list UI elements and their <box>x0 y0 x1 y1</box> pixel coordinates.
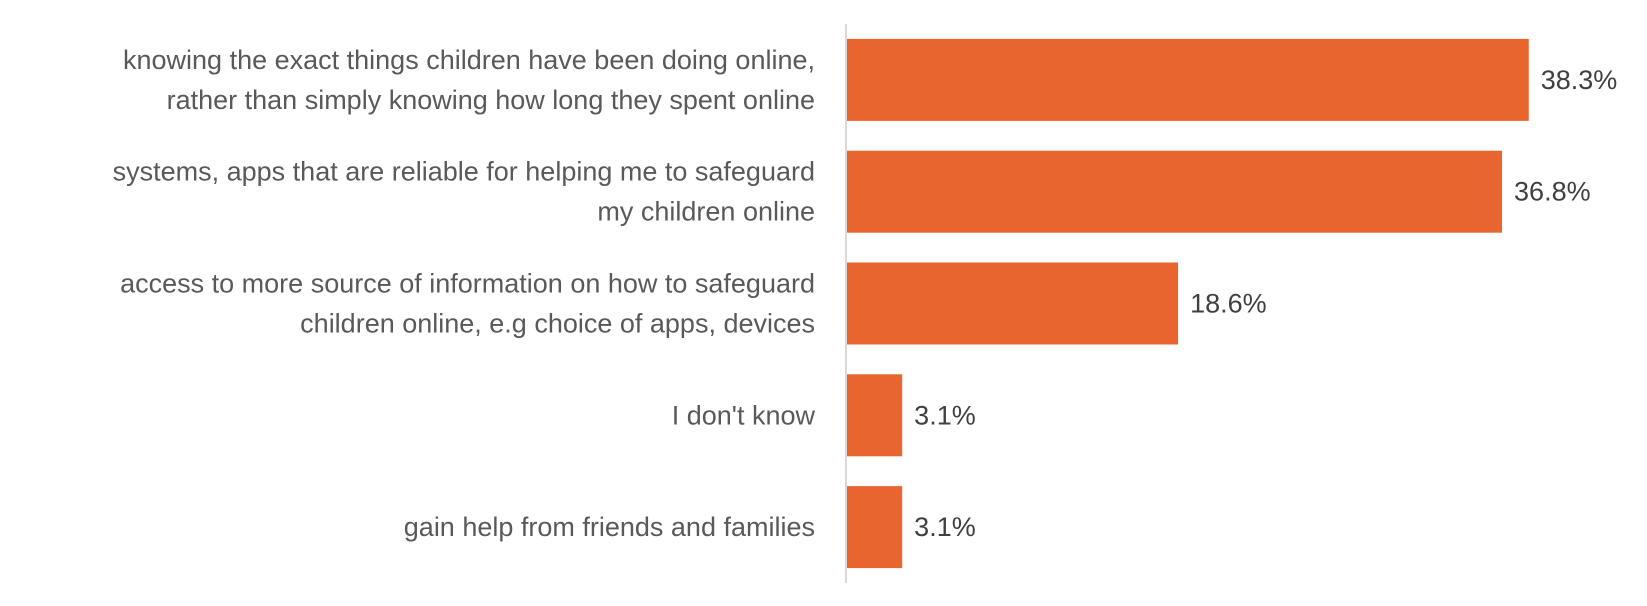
category-label-1: systems, apps that are reliable for help… <box>113 157 815 227</box>
bar-3 <box>847 374 903 457</box>
value-label-3: 3.1% <box>914 400 976 430</box>
bar-1 <box>847 150 1503 233</box>
value-labels-group: 38.3% 36.8% 18.6% 3.1% 3.1% <box>914 65 1617 542</box>
category-label-line: my children online <box>597 197 815 227</box>
bar-0 <box>847 38 1529 121</box>
value-label-0: 38.3% <box>1541 65 1618 95</box>
value-label-4: 3.1% <box>914 512 976 542</box>
value-label-2: 18.6% <box>1190 289 1267 319</box>
category-label-line: access to more source of information on … <box>120 269 815 299</box>
bars-group <box>847 38 1529 569</box>
category-label-3: I don't know <box>672 400 816 430</box>
category-label-4: gain help from friends and families <box>404 512 815 542</box>
category-label-2: access to more source of information on … <box>120 269 815 339</box>
value-label-1: 36.8% <box>1514 177 1591 207</box>
bar-4 <box>847 486 903 569</box>
category-label-line: knowing the exact things children have b… <box>123 45 815 75</box>
category-label-line: children online, e.g choice of apps, dev… <box>300 309 815 339</box>
category-label-0: knowing the exact things children have b… <box>123 45 815 115</box>
category-label-line: gain help from friends and families <box>404 512 815 542</box>
category-label-line: systems, apps that are reliable for help… <box>113 157 815 187</box>
category-label-line: rather than simply knowing how long they… <box>167 85 815 115</box>
category-labels-group: knowing the exact things children have b… <box>113 45 816 542</box>
category-label-line: I don't know <box>672 400 816 430</box>
bar-2 <box>847 262 1179 345</box>
